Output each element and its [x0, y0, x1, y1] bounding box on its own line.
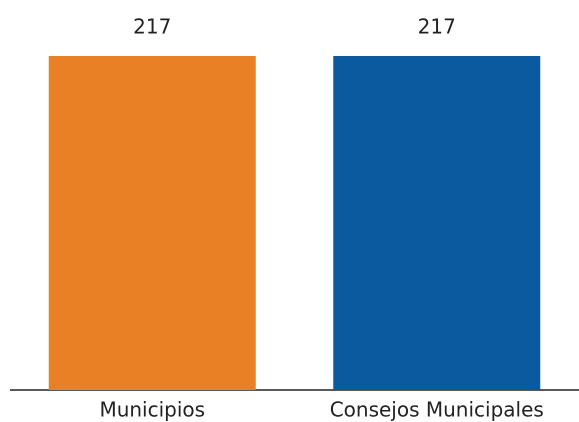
data-label: 217	[418, 15, 456, 39]
bar	[333, 56, 541, 390]
bar	[48, 56, 256, 390]
x-tick-label: Consejos Municipales	[330, 398, 544, 422]
x-tick-label: Municipios	[99, 398, 205, 422]
data-label: 217	[133, 15, 171, 39]
